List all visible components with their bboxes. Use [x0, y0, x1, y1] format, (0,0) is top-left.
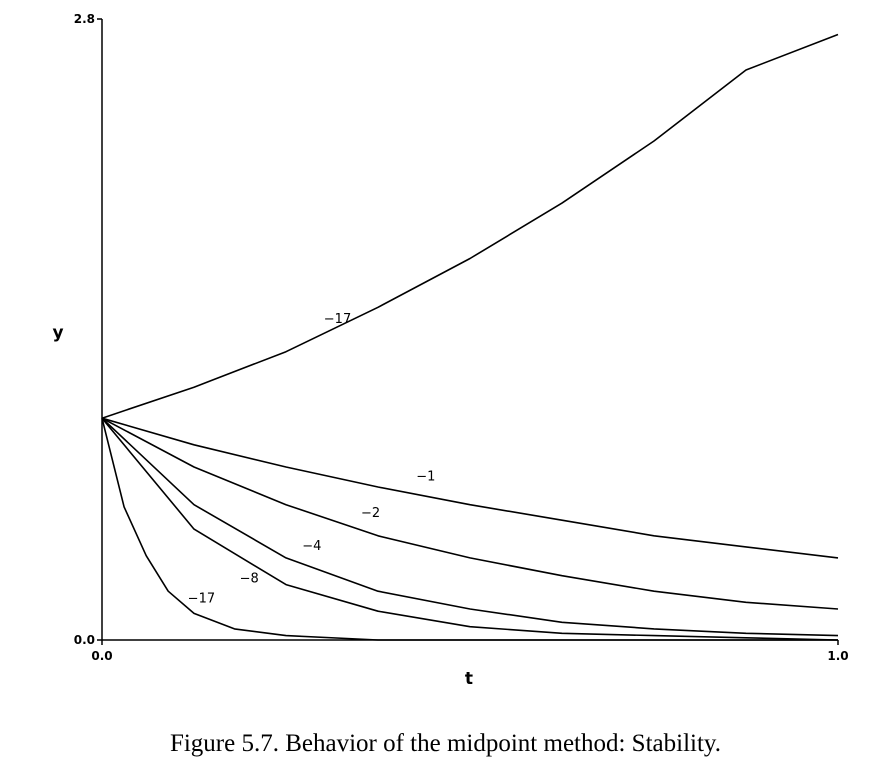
x-tick-label-max: 1.0: [827, 649, 848, 663]
series-label-3: −4: [302, 539, 321, 554]
y-tick-label-max: 2.8: [74, 12, 95, 26]
series-line-4: [101, 417, 839, 641]
series-line-5: [101, 418, 838, 641]
chart: 2.8 0.0 0.0 1.0 t y −17 −1 −2 −4 −8 −17: [52, 12, 848, 689]
series-label-0: −17: [324, 312, 351, 327]
curve-label-layer: −17 −1 −2 −4 −8 −17: [188, 312, 436, 607]
series-line-2: [101, 417, 839, 610]
x-axis-label: t: [465, 669, 473, 689]
series-label-1: −1: [416, 469, 435, 484]
series-label-4: −8: [240, 571, 259, 586]
y-tick-label-min: 0.0: [74, 633, 95, 647]
series-line-3: [101, 417, 839, 637]
series-label-5: −17: [188, 591, 215, 606]
x-tick-label-min: 0.0: [91, 649, 112, 663]
series-line-1: [101, 417, 839, 559]
series-line-0: [101, 33, 839, 419]
series-label-2: −2: [361, 506, 380, 521]
figure-caption: Figure 5.7. Behavior of the midpoint met…: [169, 730, 722, 757]
series-layer: [101, 33, 839, 641]
axes: 2.8 0.0 0.0 1.0 t y: [52, 12, 848, 689]
y-axis-label: y: [52, 323, 63, 343]
